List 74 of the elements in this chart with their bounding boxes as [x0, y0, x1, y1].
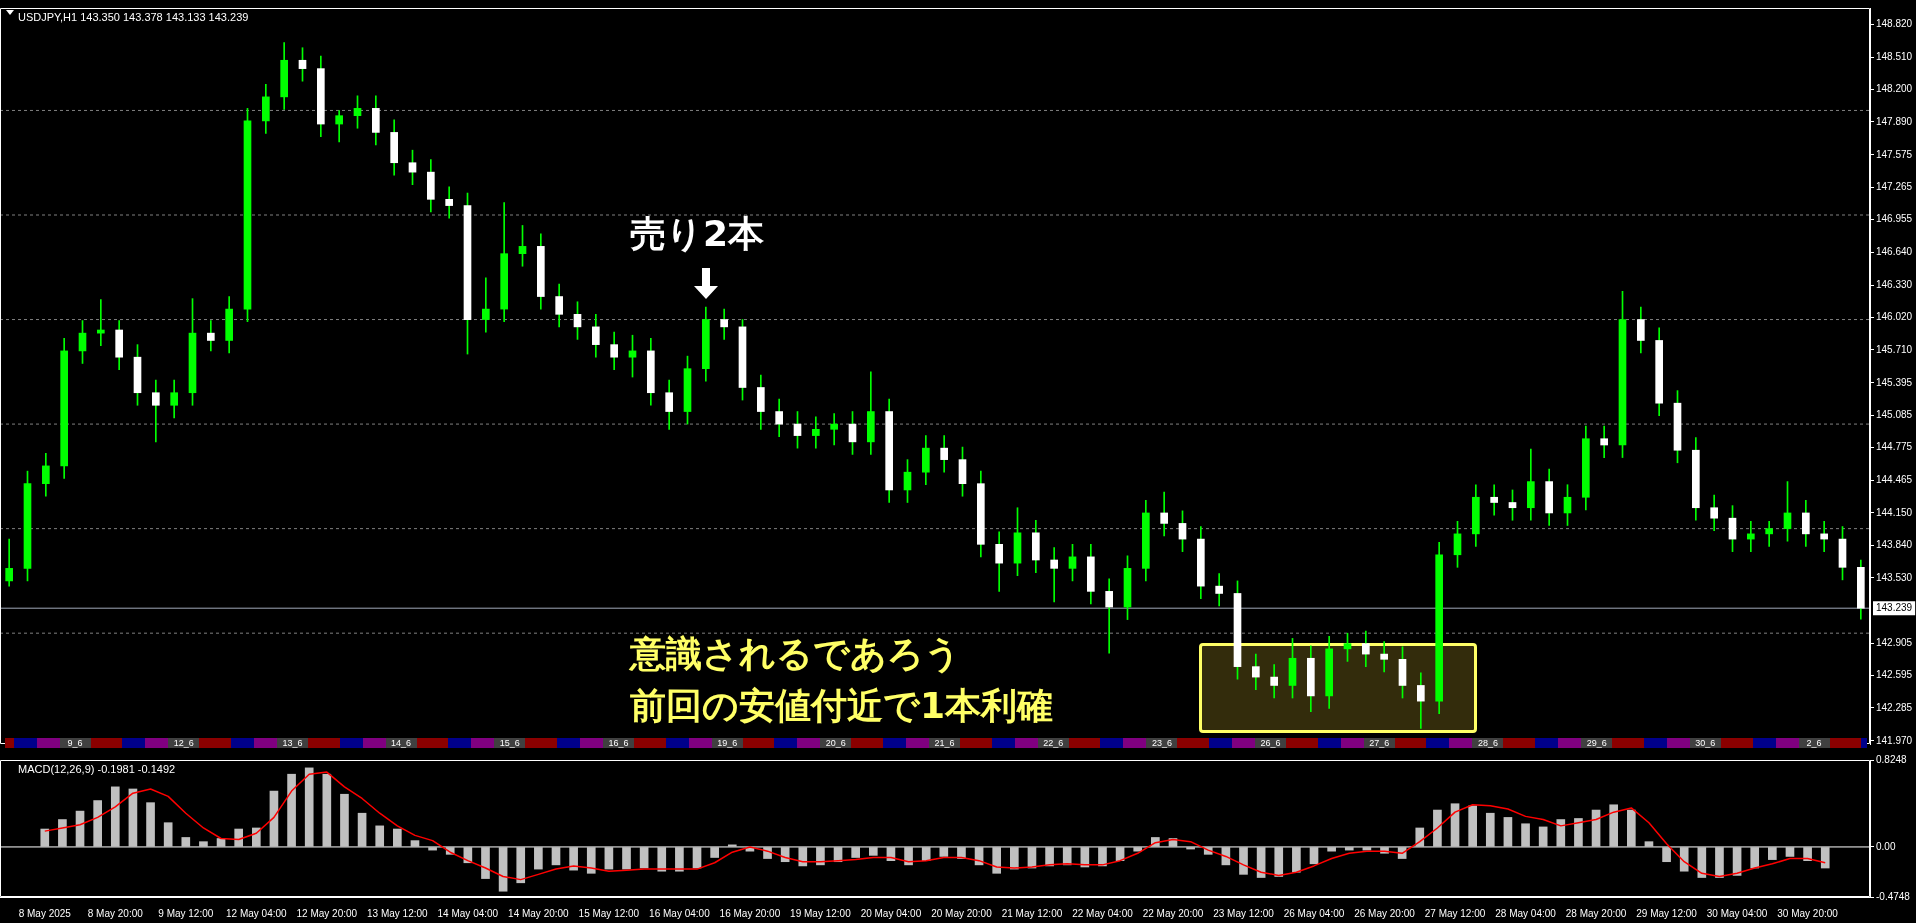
annotation: 15_6 — [494, 738, 526, 748]
y-tick-label: 142.905 — [1876, 636, 1913, 648]
annotation: 前回の安値付近で1本利確 — [630, 684, 1054, 728]
chart-title: MACD(12,26,9) -0.1981 -0.1492 — [18, 763, 176, 776]
annotation: 2_6 — [1798, 738, 1830, 748]
x-tick-label: 12 May 20:00 — [296, 907, 358, 919]
x-tick-label: 14 May 04:00 — [437, 907, 499, 919]
x-tick-label: 22 May 20:00 — [1142, 907, 1204, 919]
y-tick-label: 147.890 — [1876, 115, 1913, 127]
annotation: 30_6 — [1689, 738, 1721, 748]
annotation: 23_6 — [1146, 738, 1178, 748]
annotation: 12_6 — [168, 738, 200, 748]
x-tick-label: 9 May 12:00 — [158, 907, 214, 919]
annotation: 14_6 — [385, 738, 417, 748]
x-tick-label: 19 May 12:00 — [790, 907, 852, 919]
y-tick-label: 143.530 — [1876, 571, 1913, 583]
y-tick-label: 145.395 — [1876, 376, 1913, 388]
x-tick-label: 23 May 12:00 — [1213, 907, 1275, 919]
x-tick-label: 8 May 20:00 — [87, 907, 144, 919]
annotation: 20_6 — [820, 738, 852, 748]
ref-line-label: 143.239 — [1876, 601, 1913, 613]
y-tick-label: 0.00 — [1876, 840, 1896, 852]
y-tick-label: 0.8248 — [1876, 753, 1908, 765]
x-tick-label: 12 May 04:00 — [226, 907, 288, 919]
y-tick-label: 146.955 — [1876, 213, 1913, 225]
annotation: 26_6 — [1255, 738, 1287, 748]
x-tick-label: 26 May 04:00 — [1283, 907, 1345, 919]
y-tick-label: 147.265 — [1876, 181, 1913, 193]
x-tick-label: 16 May 20:00 — [719, 907, 781, 919]
y-tick-label: 148.820 — [1876, 18, 1913, 30]
x-tick-label: 26 May 20:00 — [1354, 907, 1416, 919]
y-tick-label: 142.285 — [1876, 701, 1913, 713]
y-tick-label: 146.020 — [1876, 311, 1913, 323]
annotation: 意識されるであろう — [630, 632, 962, 676]
x-tick-label: 29 May 12:00 — [1636, 907, 1698, 919]
annotation: 28_6 — [1472, 738, 1504, 748]
y-tick-label: 148.510 — [1876, 50, 1913, 62]
x-tick-label: 16 May 04:00 — [649, 907, 711, 919]
x-tick-label: 15 May 12:00 — [578, 907, 640, 919]
y-tick-label: -0.4748 — [1876, 890, 1911, 902]
annotation: 29_6 — [1581, 738, 1613, 748]
y-tick-label: 147.575 — [1876, 148, 1913, 160]
annotation: 16_6 — [602, 738, 634, 748]
x-tick-label: 21 May 12:00 — [1001, 907, 1063, 919]
annotation: 売り2本 — [630, 212, 765, 256]
y-tick-label: 141.970 — [1876, 734, 1913, 746]
y-tick-label: 144.150 — [1876, 506, 1913, 518]
y-tick-label: 146.330 — [1876, 278, 1913, 290]
annotation: 22_6 — [1037, 738, 1069, 748]
y-tick-label: 145.085 — [1876, 408, 1913, 420]
y-tick-label: 144.465 — [1876, 473, 1913, 485]
x-tick-label: 30 May 04:00 — [1706, 907, 1768, 919]
annotation: 13_6 — [276, 738, 308, 748]
y-tick-label: 148.200 — [1876, 83, 1913, 95]
chart-title: USDJPY,H1 143.350 143.378 143.133 143.239 — [18, 11, 249, 24]
x-tick-label: 13 May 12:00 — [367, 907, 429, 919]
y-tick-label: 144.775 — [1876, 441, 1913, 453]
x-tick-label: 14 May 20:00 — [508, 907, 570, 919]
y-tick-label: 142.595 — [1876, 669, 1913, 681]
y-tick-label: 143.840 — [1876, 539, 1913, 551]
x-tick-label: 30 May 20:00 — [1777, 907, 1839, 919]
x-tick-label: 20 May 04:00 — [860, 907, 922, 919]
x-tick-label: 8 May 2025 — [18, 907, 72, 919]
annotation: 19_6 — [711, 738, 743, 748]
annotation: 27_6 — [1363, 738, 1395, 748]
y-tick-label: 145.710 — [1876, 343, 1913, 355]
x-tick-label: 28 May 20:00 — [1565, 907, 1627, 919]
annotation: 9_6 — [59, 738, 91, 748]
x-tick-label: 20 May 20:00 — [931, 907, 993, 919]
x-tick-label: 27 May 12:00 — [1424, 907, 1486, 919]
x-tick-label: 28 May 04:00 — [1495, 907, 1557, 919]
x-tick-label: 22 May 04:00 — [1072, 907, 1134, 919]
y-tick-label: 146.640 — [1876, 246, 1913, 258]
annotation: 21_6 — [929, 738, 961, 748]
